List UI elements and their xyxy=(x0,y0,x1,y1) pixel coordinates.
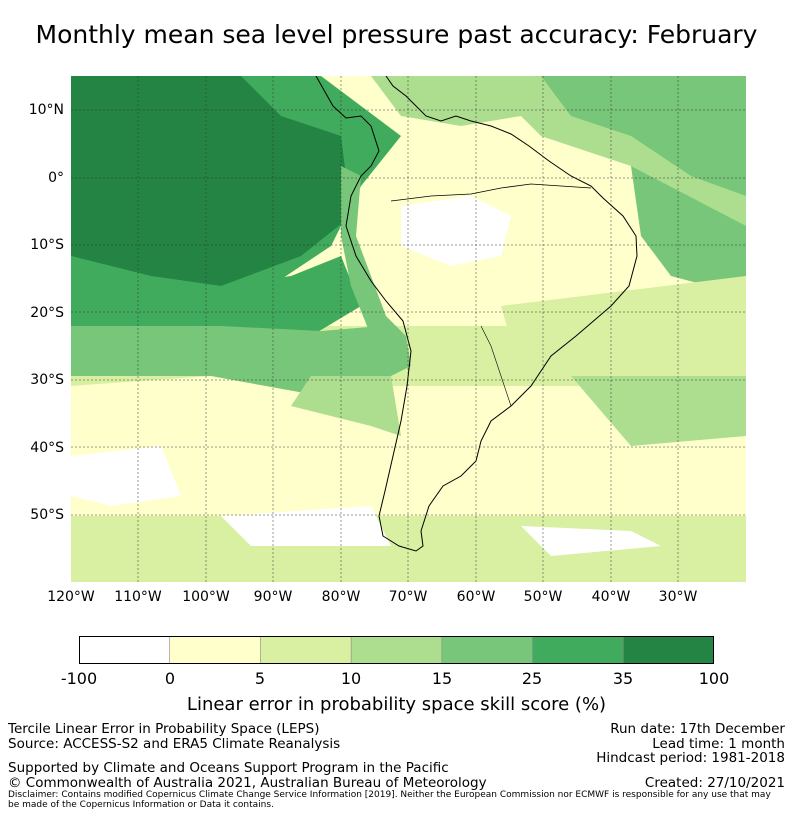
lat-label: 0° xyxy=(48,170,64,186)
footer-copyright: © Commonwealth of Australia 2021, Austra… xyxy=(8,775,487,791)
disclaimer: Disclaimer: Contains modified Copernicus… xyxy=(8,790,793,810)
lat-label: 20°S xyxy=(30,305,64,321)
lon-label: 100°W xyxy=(182,589,230,605)
colorbar-segment xyxy=(532,636,625,664)
lon-label: 50°W xyxy=(523,589,563,605)
lat-label: 50°S xyxy=(30,507,64,523)
lon-label: 120°W xyxy=(47,589,95,605)
colorbar xyxy=(79,636,714,664)
colorbar-tick: 15 xyxy=(431,669,453,688)
footer-hindcast: Hindcast period: 1981-2018 xyxy=(596,750,785,766)
colorbar-tick: -100 xyxy=(60,669,98,688)
disclaimer-line-2: be made of the Copernicus Information or… xyxy=(8,800,274,810)
colorbar-label: Linear error in probability space skill … xyxy=(186,694,607,715)
gridlines xyxy=(71,76,746,582)
colorbar-segment xyxy=(350,636,443,664)
lon-label: 60°W xyxy=(456,589,496,605)
footer-run-date: Run date: 17th December xyxy=(610,721,785,737)
skill-map xyxy=(71,76,746,582)
lon-label: 80°W xyxy=(321,589,361,605)
lon-label: 30°W xyxy=(658,589,698,605)
colorbar-segment xyxy=(79,636,171,664)
disclaimer-line-1: Disclaimer: Contains modified Copernicus… xyxy=(8,790,771,800)
colorbar-tick: 35 xyxy=(612,669,634,688)
colorbar-tick: 10 xyxy=(340,669,362,688)
lat-label: 40°S xyxy=(30,440,64,456)
footer-lead-time: Lead time: 1 month xyxy=(652,736,785,752)
colorbar-segment xyxy=(169,636,262,664)
footer-leps: Tercile Linear Error in Probability Spac… xyxy=(8,721,320,737)
colorbar-segment xyxy=(260,636,352,664)
coastline xyxy=(315,76,638,552)
lon-label: 90°W xyxy=(253,589,293,605)
colorbar-tick: 100 xyxy=(698,669,730,688)
lat-label: 30°S xyxy=(30,372,64,388)
footer-support: Supported by Climate and Oceans Support … xyxy=(8,760,449,776)
lat-label: 10°S xyxy=(30,237,64,253)
lon-label: 40°W xyxy=(591,589,631,605)
lat-label: 10°N xyxy=(28,102,64,118)
footer-source: Source: ACCESS-S2 and ERA5 Climate Reana… xyxy=(8,736,341,752)
colorbar-tick: 0 xyxy=(164,669,176,688)
colorbar-tick: 5 xyxy=(254,669,266,688)
footer-created: Created: 27/10/2021 xyxy=(644,775,785,791)
colorbar-segment xyxy=(441,636,534,664)
colorbar-tick: 25 xyxy=(521,669,543,688)
lon-label: 70°W xyxy=(388,589,428,605)
colorbar-segment xyxy=(622,636,714,664)
chart-title: Monthly mean sea level pressure past acc… xyxy=(35,20,758,49)
lon-label: 110°W xyxy=(114,589,162,605)
